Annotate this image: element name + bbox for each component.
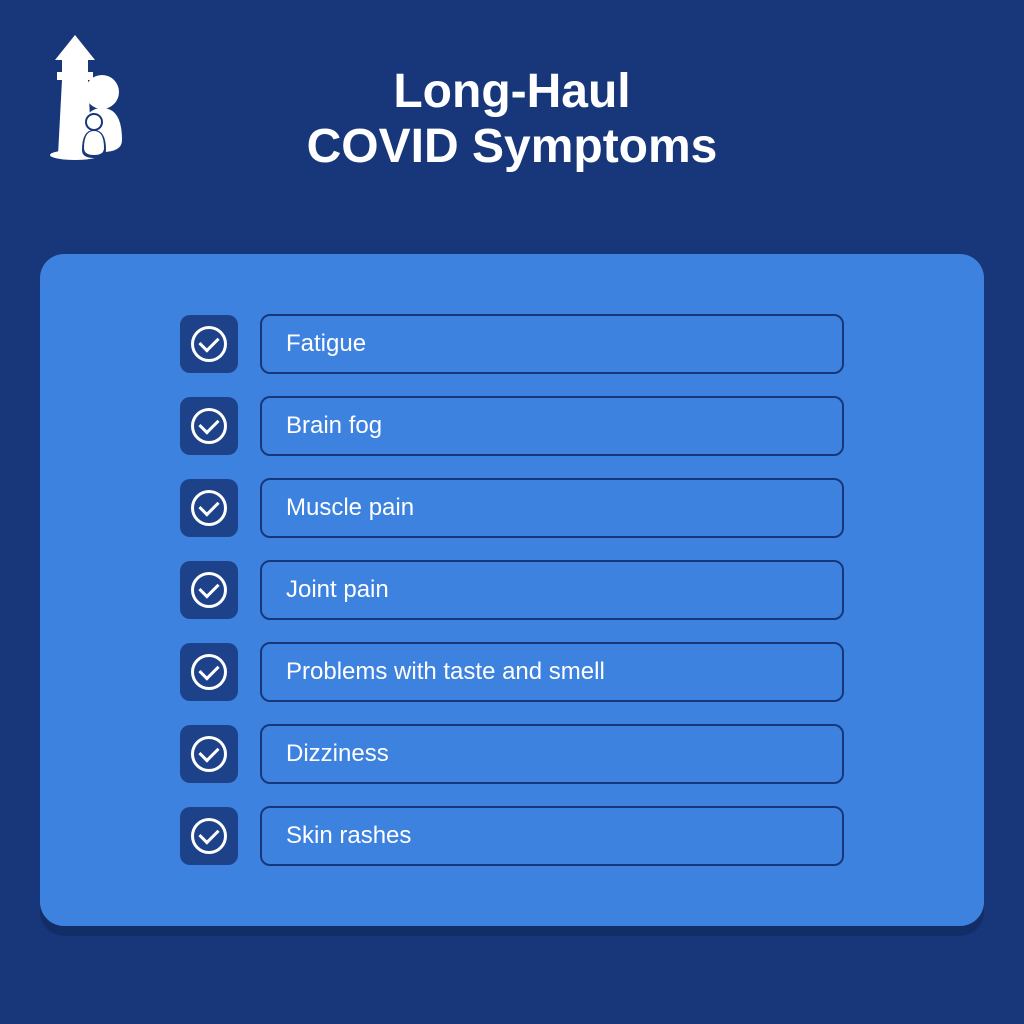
symptom-row: Brain fog	[180, 396, 844, 456]
checkmark-icon	[198, 824, 219, 845]
title-line-2: COVID Symptoms	[307, 120, 718, 173]
checkmark-icon	[198, 578, 219, 599]
title-line-1: Long-Haul	[393, 65, 630, 118]
symptoms-list: Fatigue Brain fog Muscle pain Joint pain Pro…	[180, 314, 844, 866]
checkbox	[180, 807, 238, 865]
check-circle-icon	[191, 818, 227, 854]
check-circle-icon	[191, 736, 227, 772]
check-circle-icon	[191, 654, 227, 690]
checkbox	[180, 315, 238, 373]
main-container: Long-Haul COVID Symptoms Fatigue Brain fo…	[0, 0, 1024, 1024]
check-circle-icon	[191, 572, 227, 608]
symptom-label: Muscle pain	[260, 478, 844, 538]
symptom-row: Problems with taste and smell	[180, 642, 844, 702]
checkbox	[180, 561, 238, 619]
checkbox	[180, 725, 238, 783]
check-circle-icon	[191, 490, 227, 526]
symptom-label: Fatigue	[260, 314, 844, 374]
symptom-label: Joint pain	[260, 560, 844, 620]
checkmark-icon	[198, 660, 219, 681]
check-circle-icon	[191, 326, 227, 362]
symptom-row: Fatigue	[180, 314, 844, 374]
symptom-label: Dizziness	[260, 724, 844, 784]
checkbox	[180, 643, 238, 701]
symptom-row: Joint pain	[180, 560, 844, 620]
checkmark-icon	[198, 332, 219, 353]
checkmark-icon	[198, 742, 219, 763]
checkmark-icon	[198, 496, 219, 517]
checkbox	[180, 397, 238, 455]
checkmark-icon	[198, 414, 219, 435]
symptom-row: Dizziness	[180, 724, 844, 784]
symptoms-card: Fatigue Brain fog Muscle pain Joint pain Pro…	[40, 254, 984, 926]
symptom-label: Brain fog	[260, 396, 844, 456]
check-circle-icon	[191, 408, 227, 444]
symptom-label: Problems with taste and smell	[260, 642, 844, 702]
symptom-row: Skin rashes	[180, 806, 844, 866]
checkbox	[180, 479, 238, 537]
symptom-row: Muscle pain	[180, 478, 844, 538]
symptom-label: Skin rashes	[260, 806, 844, 866]
logo-icon	[40, 30, 140, 165]
page-title: Long-Haul COVID Symptoms	[40, 64, 984, 174]
